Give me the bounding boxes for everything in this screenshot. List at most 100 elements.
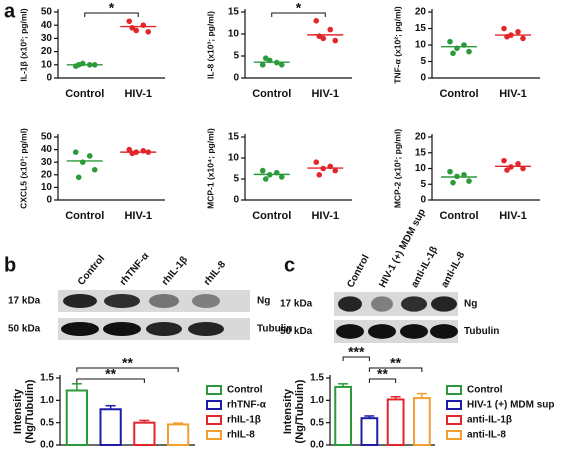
x-tick-label: Control xyxy=(439,88,478,100)
data-point xyxy=(133,27,140,34)
significance-label: ** xyxy=(105,366,116,382)
panel-label: c xyxy=(284,254,295,276)
data-point xyxy=(278,174,285,180)
lane-label: anti-IL-8 xyxy=(439,250,467,290)
y-tick-label: 0.0 xyxy=(40,440,54,451)
blot-band xyxy=(146,321,182,337)
bar xyxy=(334,385,352,446)
protein-label: Tubulin xyxy=(464,326,499,337)
lane-label: Control xyxy=(345,253,372,290)
data-point xyxy=(262,176,269,182)
bar xyxy=(65,389,88,446)
y-tick-label: 0 xyxy=(420,195,426,206)
bar xyxy=(360,417,379,447)
molecular-weight: 50 kDa xyxy=(8,324,41,335)
y-tick-label: 5 xyxy=(233,51,239,62)
protein-label: Ng xyxy=(464,299,477,310)
lane-label: rhIL-8 xyxy=(202,259,229,288)
bar xyxy=(167,423,190,447)
blot-band xyxy=(401,296,427,312)
molecular-weight: 17 kDa xyxy=(8,296,41,307)
data-point xyxy=(140,148,147,154)
significance-label: * xyxy=(296,0,302,16)
x-tick-label: HIV-1 xyxy=(499,210,527,222)
data-point xyxy=(501,25,507,32)
blot-band xyxy=(103,321,141,337)
legend-swatch xyxy=(206,430,222,440)
data-point xyxy=(72,149,79,155)
blot-band xyxy=(371,296,393,312)
data-point xyxy=(313,159,320,165)
x-tick-label: Control xyxy=(65,210,104,222)
y-tick-label: 40 xyxy=(41,144,53,155)
x-tick-label: Control xyxy=(439,210,478,222)
y-tick-label: 20 xyxy=(415,132,427,143)
data-point xyxy=(278,62,285,68)
blot-band xyxy=(431,296,457,312)
data-point xyxy=(126,146,133,153)
x-tick-label: HIV-1 xyxy=(124,88,152,100)
x-tick-label: Control xyxy=(252,210,291,222)
data-point xyxy=(332,37,339,44)
y-tick-label: 10 xyxy=(415,40,427,51)
y-tick-label: 10 xyxy=(41,59,53,70)
significance-label: ** xyxy=(377,366,388,382)
significance-label: *** xyxy=(348,344,365,360)
x-tick-label: HIV-1 xyxy=(499,88,527,100)
y-tick-label: 20 xyxy=(415,7,427,18)
panel-label: b xyxy=(4,254,16,276)
significance-bracket xyxy=(368,378,397,383)
significance-bracket xyxy=(76,367,179,372)
data-point xyxy=(520,35,526,42)
blot-band xyxy=(63,293,97,309)
y-tick-label: 0 xyxy=(420,73,426,84)
data-point xyxy=(262,55,269,61)
y-tick-label: 1.5 xyxy=(310,373,324,384)
legend-label: Control xyxy=(467,385,503,396)
y-tick-label: 10 xyxy=(228,29,240,40)
blot-band xyxy=(149,293,179,309)
y-tick-label: 10 xyxy=(415,163,427,174)
legend-swatch xyxy=(206,385,222,395)
data-point xyxy=(259,167,266,174)
data-point xyxy=(316,172,323,178)
significance-bracket xyxy=(342,356,370,361)
data-point xyxy=(332,167,339,174)
x-tick-label: HIV-1 xyxy=(311,210,339,222)
y-tick-label: 30 xyxy=(41,33,53,44)
legend-swatch xyxy=(446,385,462,395)
data-point xyxy=(450,179,456,186)
bar xyxy=(386,398,405,447)
legend-swatch xyxy=(446,415,462,425)
y-tick-label: 10 xyxy=(228,153,240,164)
molecular-weight: 50 kDa xyxy=(280,326,313,337)
y-tick-label: 5 xyxy=(420,56,426,67)
legend-label: rhIL-8 xyxy=(227,430,255,441)
blot-band xyxy=(368,324,396,339)
data-point xyxy=(515,29,521,35)
data-point xyxy=(86,153,93,159)
lane-label: rhIL-1β xyxy=(160,255,190,288)
data-point xyxy=(126,18,133,25)
y-axis-label: MCP-1 (x10⁴; pg/ml) xyxy=(205,128,215,209)
data-point xyxy=(75,174,82,181)
y-tick-label: 0 xyxy=(233,73,239,84)
significance-label: ** xyxy=(122,355,133,371)
x-tick-label: Control xyxy=(65,88,104,100)
significance-bracket xyxy=(76,378,145,383)
legend-swatch xyxy=(446,400,462,410)
bar xyxy=(133,421,156,446)
blot-band xyxy=(104,293,140,309)
bar xyxy=(413,397,431,447)
blot-band xyxy=(336,324,364,339)
blot-band xyxy=(61,321,99,337)
axis-line xyxy=(59,375,195,446)
data-point xyxy=(450,50,456,57)
axis-line xyxy=(244,9,352,79)
legend-label: HIV-1 (+) MDM sup xyxy=(467,400,555,411)
y-axis-label: TNF-α (x10²; pg/ml) xyxy=(392,6,402,84)
legend-swatch xyxy=(206,415,222,425)
y-tick-label: 20 xyxy=(41,46,53,57)
data-point xyxy=(91,166,98,173)
protein-label: Ng xyxy=(257,296,270,307)
